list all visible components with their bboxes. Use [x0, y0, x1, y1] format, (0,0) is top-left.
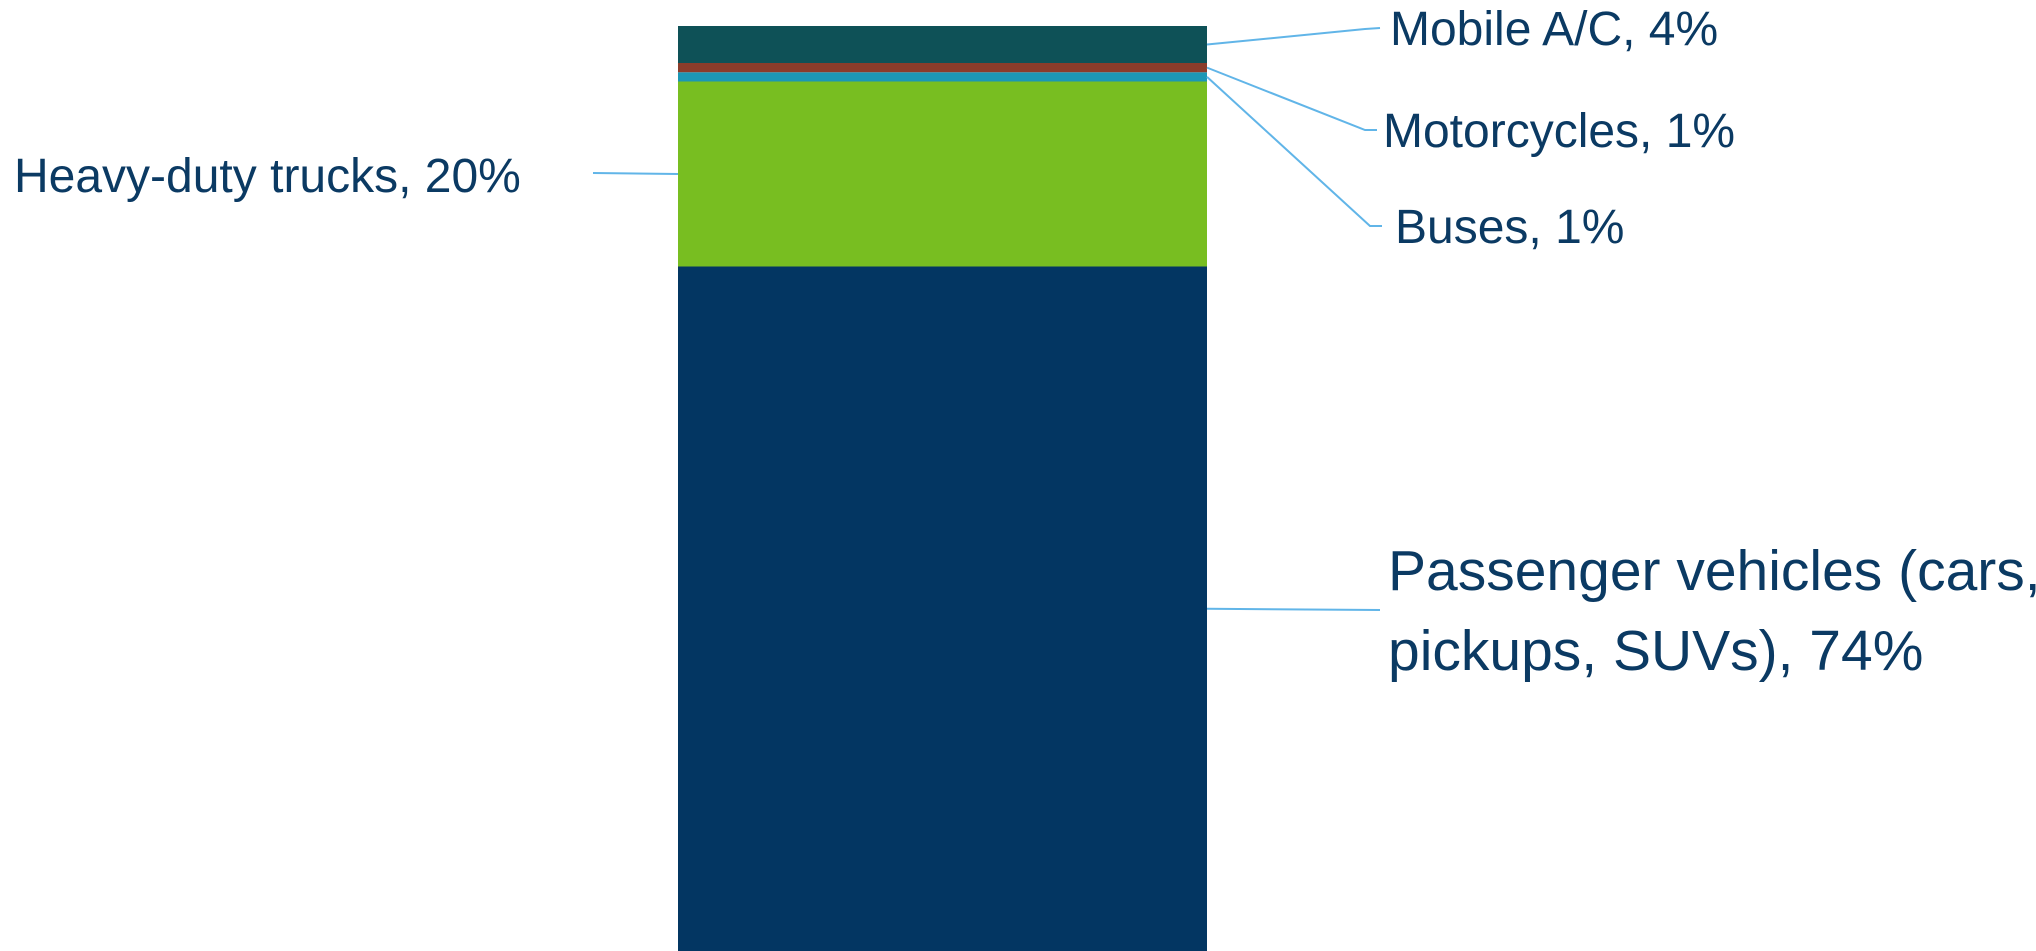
bar-segment-mobile-a-c	[678, 26, 1207, 63]
data-label-buses: Buses, 1%	[1395, 201, 1624, 254]
leader-line-passenger-vehicles-cars-pickups-suvs	[1206, 607, 1381, 611]
data-label-line: Buses, 1%	[1395, 201, 1624, 254]
bar-segment-heavy-duty-trucks	[678, 81, 1207, 267]
bar-segment-passenger-vehicles-cars-pickups-suvs	[678, 266, 1207, 951]
leader-line-buses	[1206, 76, 1382, 227]
data-label-line: pickups, SUVs), 74%	[1388, 619, 1923, 683]
bar-segments	[678, 26, 1207, 951]
leader-line-heavy-duty-trucks	[592, 172, 679, 175]
bar-segment-buses	[678, 72, 1207, 82]
data-label-passenger-vehicles-cars-pickups-suvs: Passenger vehicles (cars, pickups, SUVs),…	[1388, 539, 2036, 683]
data-label-line: Passenger vehicles (cars,	[1388, 539, 2036, 603]
label-leader-lines	[592, 27, 1382, 611]
data-label-line: Mobile A/C, 4%	[1390, 3, 1718, 56]
data-label-motorcycles: Motorcycles, 1%	[1383, 105, 1735, 158]
leader-line-mobile-a-c	[1206, 27, 1381, 46]
bar-segment-motorcycles	[678, 63, 1207, 73]
leader-line-motorcycles	[1206, 66, 1377, 131]
data-label-mobile-a-c: Mobile A/C, 4%	[1390, 3, 1718, 56]
data-labels: Passenger vehicles (cars, pickups, SUVs),…	[14, 3, 2036, 683]
data-label-line: Heavy-duty trucks, 20%	[14, 150, 521, 203]
data-label-line: Motorcycles, 1%	[1383, 105, 1735, 158]
data-label-heavy-duty-trucks: Heavy-duty trucks, 20%	[14, 150, 521, 203]
